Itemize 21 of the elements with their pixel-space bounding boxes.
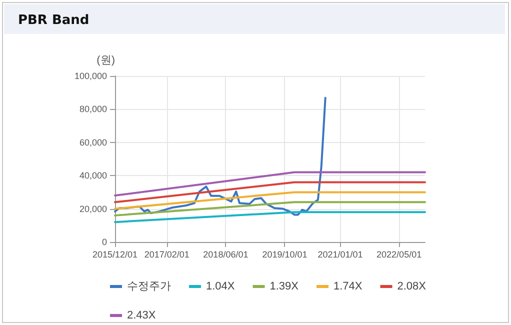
legend-label: 2.08X xyxy=(397,280,427,292)
line-series xyxy=(114,96,326,216)
x-tick-label: 2015/12/01 xyxy=(92,250,138,260)
legend-label: 수정주가 xyxy=(127,280,171,292)
y-axis-title: (원) xyxy=(96,54,115,66)
y-tick-label: 80,000 xyxy=(79,104,107,114)
x-tick-label: 2022/05/01 xyxy=(376,250,422,260)
x-tick-label: 2021/01/01 xyxy=(318,250,363,260)
legend-label: 1.04X xyxy=(206,280,236,292)
legend-label: 1.39X xyxy=(270,280,300,292)
legend-label: 2.43X xyxy=(127,310,156,322)
chart-title: PBR Band xyxy=(18,13,90,28)
x-tick-label: 2018/06/01 xyxy=(203,250,248,260)
x-tick-label: 2017/02/01 xyxy=(144,250,190,260)
y-tick-label: 100,000 xyxy=(74,71,107,81)
x-tick-label: 2019/10/01 xyxy=(262,250,308,260)
y-tick-label: 20,000 xyxy=(79,204,107,214)
y-tick-label: 40,000 xyxy=(79,170,107,181)
y-tick-label: 60,000 xyxy=(79,137,107,148)
y-tick-label: 0 xyxy=(102,237,107,247)
legend-label: 1.74X xyxy=(333,280,363,292)
